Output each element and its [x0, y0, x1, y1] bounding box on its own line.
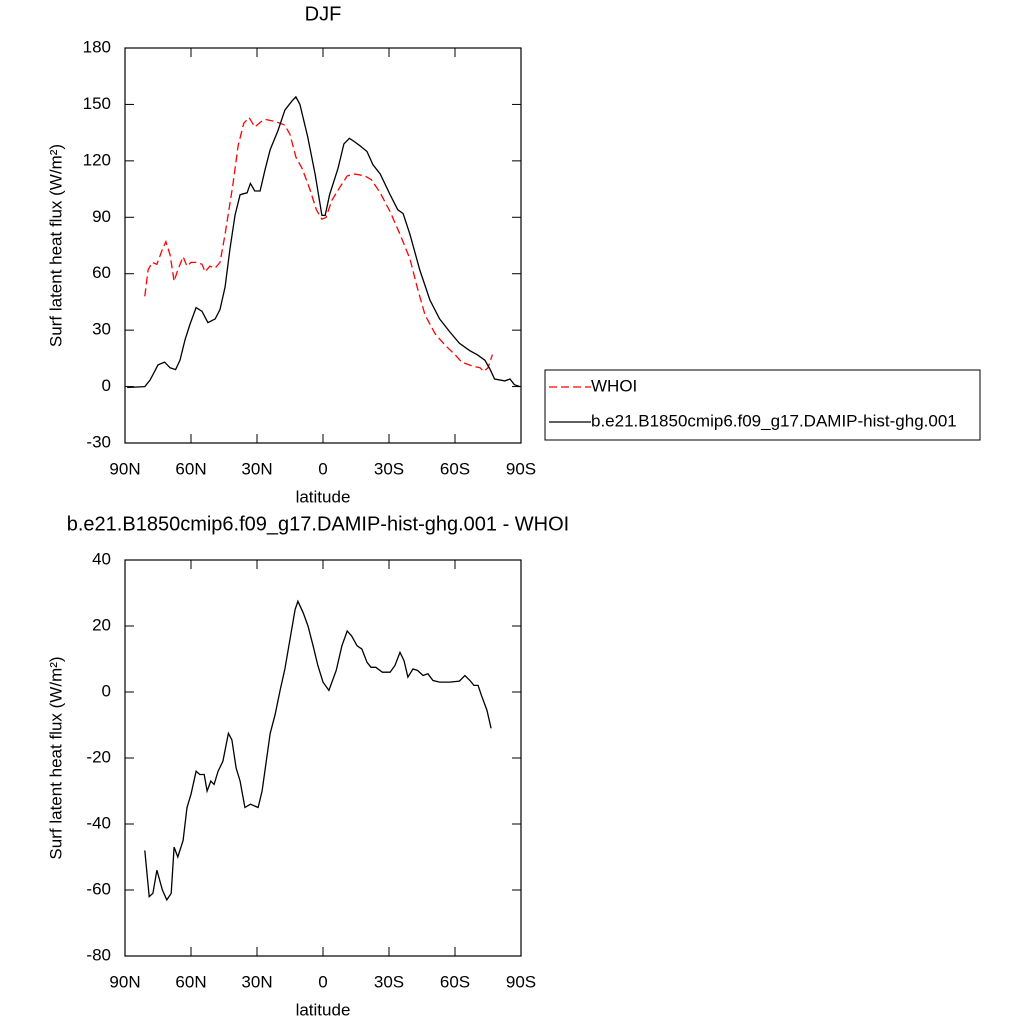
y-tick-label: 150	[83, 94, 111, 113]
x-tick-label: 60N	[175, 972, 206, 991]
y-tick-label: -40	[86, 813, 111, 832]
x-tick-label: 60N	[175, 459, 206, 478]
x-tick-label: 0	[318, 459, 327, 478]
x-axis-label: latitude	[296, 1000, 351, 1019]
data-line	[127, 95, 521, 389]
y-tick-label: 30	[92, 320, 111, 339]
legend-label: b.e21.B1850cmip6.f09_g17.DAMIP-hist-ghg.…	[591, 411, 957, 430]
chart-title: DJF	[305, 3, 342, 25]
x-tick-label: 90S	[506, 459, 536, 478]
legend-box	[544, 369, 981, 441]
y-tick-label: 120	[83, 150, 111, 169]
x-tick-label: 30N	[241, 459, 272, 478]
plot-frame	[124, 47, 522, 444]
x-tick-label: 60S	[440, 972, 470, 991]
x-tick-label: 0	[318, 972, 327, 991]
y-tick-label: 20	[92, 615, 111, 634]
x-tick-label: 30S	[374, 459, 404, 478]
x-tick-label: 30N	[241, 972, 272, 991]
x-axis-label: latitude	[296, 487, 351, 506]
y-tick-label: 180	[83, 37, 111, 56]
y-tick-label: -20	[86, 747, 111, 766]
plot-frame	[124, 559, 522, 957]
y-tick-label: 0	[102, 376, 111, 395]
y-tick-label: 60	[92, 263, 111, 282]
y-tick-label: 40	[92, 549, 111, 568]
data-line	[144, 599, 492, 902]
y-tick-label: -30	[86, 432, 111, 451]
x-tick-label: 30S	[374, 972, 404, 991]
y-tick-label: 0	[102, 681, 111, 700]
y-axis-label: Surf latent heat flux (W/m²)	[46, 656, 65, 859]
x-tick-label: 90N	[109, 459, 140, 478]
x-tick-label: 90N	[109, 972, 140, 991]
y-axis-label: Surf latent heat flux (W/m²)	[46, 144, 65, 347]
legend-label: WHOI	[591, 376, 637, 395]
y-tick-label: -60	[86, 879, 111, 898]
x-tick-label: 60S	[440, 459, 470, 478]
y-tick-label: 90	[92, 207, 111, 226]
y-tick-label: -80	[86, 945, 111, 964]
x-tick-label: 90S	[506, 972, 536, 991]
data-line	[144, 116, 494, 373]
chart-title: b.e21.B1850cmip6.f09_g17.DAMIP-hist-ghg.…	[67, 513, 569, 535]
